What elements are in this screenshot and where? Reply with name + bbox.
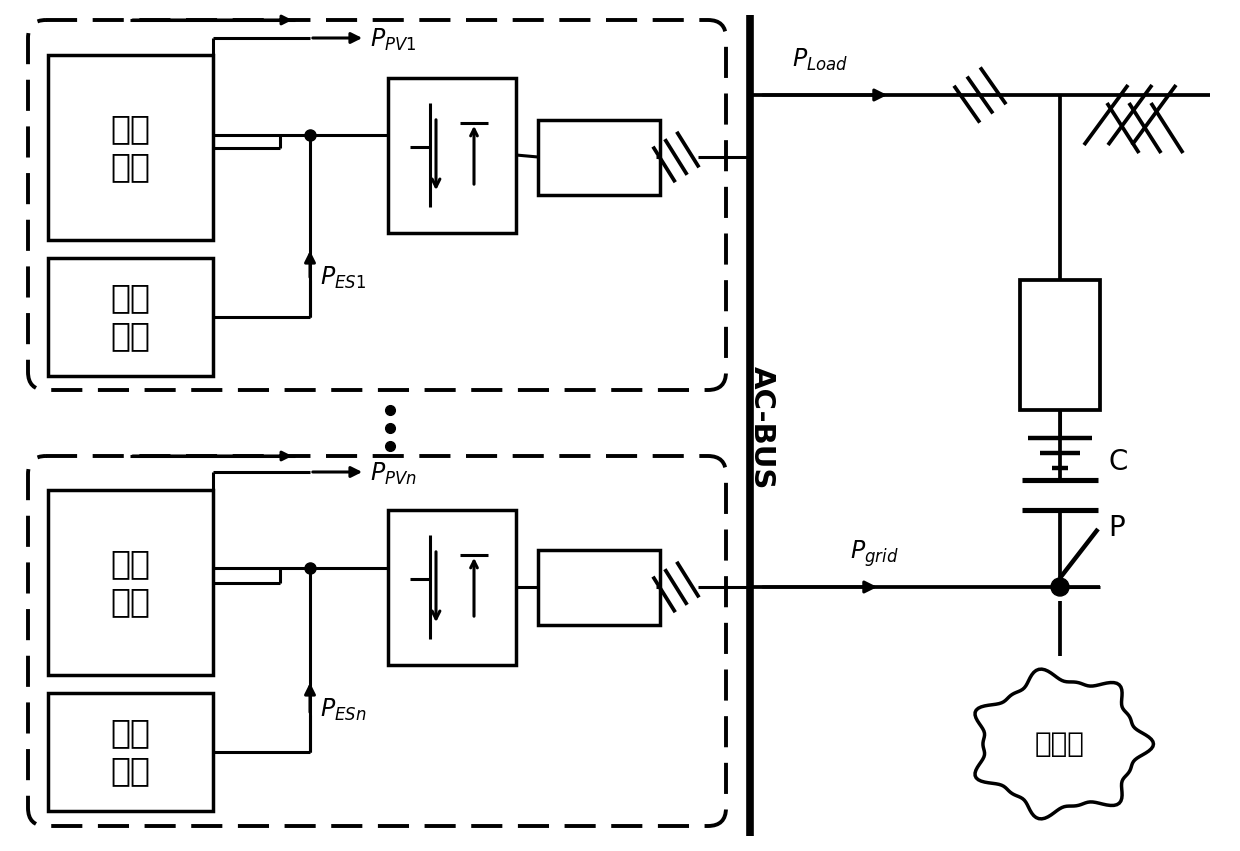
Bar <box>48 490 213 675</box>
Text: AC-BUS: AC-BUS <box>748 366 776 489</box>
FancyBboxPatch shape <box>29 20 725 390</box>
Text: P: P <box>1109 514 1125 542</box>
Text: 光伏
单元: 光伏 单元 <box>110 547 150 619</box>
Bar <box>388 510 516 665</box>
Text: $P_{Load}$: $P_{Load}$ <box>792 47 848 73</box>
Text: 光伏
单元: 光伏 单元 <box>110 112 150 184</box>
Circle shape <box>1052 578 1069 596</box>
Bar <box>48 258 213 376</box>
Bar <box>1021 280 1100 410</box>
Bar <box>538 120 660 195</box>
Text: $P_{ESn}$: $P_{ESn}$ <box>320 697 367 723</box>
Bar <box>48 55 213 240</box>
Text: 储能
单元: 储能 单元 <box>110 717 150 787</box>
FancyBboxPatch shape <box>29 456 725 826</box>
Bar <box>48 693 213 811</box>
Text: $P_{PV1}$: $P_{PV1}$ <box>370 27 417 53</box>
Bar <box>538 550 660 625</box>
Text: 储能
单元: 储能 单元 <box>110 282 150 352</box>
Text: $P_{grid}$: $P_{grid}$ <box>849 539 899 569</box>
Text: 主电网: 主电网 <box>1035 730 1085 758</box>
Text: C: C <box>1109 448 1127 476</box>
Text: $P_{PVn}$: $P_{PVn}$ <box>370 461 417 487</box>
Polygon shape <box>975 669 1153 819</box>
Text: $P_{ES1}$: $P_{ES1}$ <box>320 265 366 291</box>
Bar <box>388 78 516 233</box>
